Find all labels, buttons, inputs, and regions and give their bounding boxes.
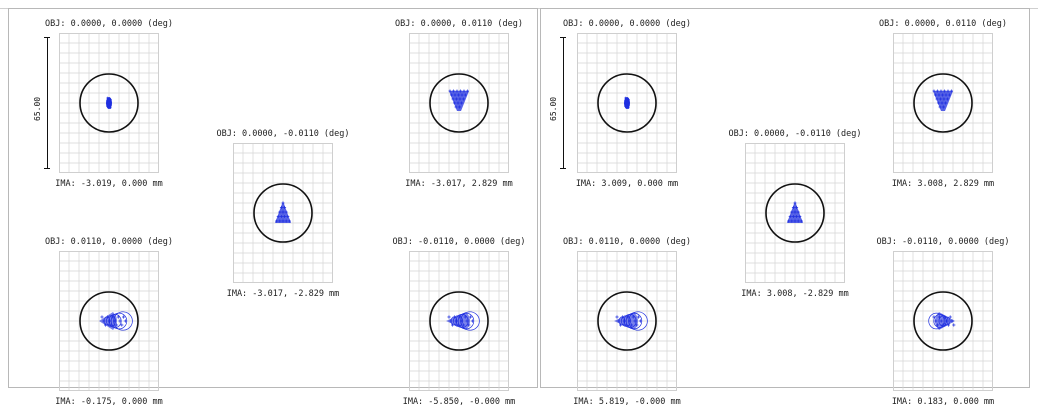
- ima-position-label: IMA: -3.017, -2.829 mm: [226, 289, 340, 299]
- obj-field-label: OBJ: 0.0000, -0.0110 (deg): [216, 129, 350, 139]
- plot-grid: [233, 143, 333, 283]
- obj-field-label: OBJ: 0.0000, 0.0000 (deg): [45, 19, 173, 29]
- spot-cell: OBJ: -0.0110, 0.0000 (deg) IMA: -5.850, …: [369, 237, 549, 407]
- airy-disk-circle: [597, 291, 657, 351]
- plot-grid: [59, 251, 159, 391]
- obj-field-label: OBJ: -0.0110, 0.0000 (deg): [876, 237, 1010, 247]
- obj-field-label: OBJ: 0.0000, 0.0110 (deg): [395, 19, 523, 29]
- airy-disk-circle: [79, 291, 139, 351]
- airy-disk-circle: [79, 73, 139, 133]
- spot-plot: [59, 251, 159, 391]
- spot-cell: OBJ: 0.0110, 0.0000 (deg) IMA: -0.175, 0…: [19, 237, 199, 407]
- spot-cell: OBJ: 0.0000, 0.0110 (deg) IMA: 3.008, 2.…: [853, 19, 1033, 189]
- ray-spot: [99, 311, 133, 331]
- obj-field-label: OBJ: 0.0000, -0.0110 (deg): [728, 129, 862, 139]
- spot-plot: [233, 143, 333, 283]
- ray-spot: [106, 96, 112, 109]
- spot-cell: OBJ: 0.0000, -0.0110 (deg) IMA: -3.017, …: [193, 129, 373, 299]
- airy-disk-circle: [913, 291, 973, 351]
- ima-position-label: IMA: -5.850, -0.000 mm: [402, 397, 516, 407]
- ima-position-label: IMA: 0.183, 0.000 mm: [891, 397, 995, 407]
- ray-spot: [446, 311, 480, 331]
- ray-spot: [448, 89, 469, 111]
- ray-spot: [624, 96, 630, 109]
- airy-disk-circle: [913, 73, 973, 133]
- spot-plot: [59, 33, 159, 173]
- airy-disk-circle: [429, 291, 489, 351]
- ray-spot: [614, 311, 648, 331]
- spot-diagram-panel-left: 65.00 OBJ: 0.0000, 0.0000 (deg) IMA: -3.…: [8, 8, 538, 407]
- ima-position-label: IMA: -3.019, 0.000 mm: [55, 179, 163, 189]
- obj-field-label: OBJ: 0.0000, 0.0000 (deg): [563, 19, 691, 29]
- ray-spot: [932, 89, 953, 111]
- spot-diagram-panel-right: 65.00 OBJ: 0.0000, 0.0000 (deg) IMA: 3.0…: [537, 8, 1033, 407]
- ima-position-label: IMA: -3.017, 2.829 mm: [405, 179, 513, 189]
- airy-disk-circle: [765, 183, 825, 243]
- airy-disk-circle: [429, 73, 489, 133]
- plot-grid: [409, 251, 509, 391]
- plot-grid: [893, 33, 993, 173]
- obj-field-label: OBJ: 0.0110, 0.0000 (deg): [563, 237, 691, 247]
- spot-plot: [745, 143, 845, 283]
- spot-cell: OBJ: 0.0000, 0.0110 (deg) IMA: -3.017, 2…: [369, 19, 549, 189]
- ray-spot: [787, 201, 803, 223]
- spot-cell: OBJ: -0.0110, 0.0000 (deg) IMA: 0.183, 0…: [853, 237, 1033, 407]
- obj-field-label: OBJ: -0.0110, 0.0000 (deg): [392, 237, 526, 247]
- spot-plot: [893, 251, 993, 391]
- spot-plot: [409, 251, 509, 391]
- obj-field-label: OBJ: 0.0110, 0.0000 (deg): [45, 237, 173, 247]
- spot-cell: OBJ: 0.0110, 0.0000 (deg) IMA: 5.819, -0…: [537, 237, 717, 407]
- ray-spot: [928, 312, 956, 330]
- spot-cell: OBJ: 0.0000, 0.0000 (deg) IMA: -3.019, 0…: [19, 19, 199, 189]
- spot-cell: OBJ: 0.0000, -0.0110 (deg) IMA: 3.008, -…: [705, 129, 885, 299]
- ima-position-label: IMA: 3.008, -2.829 mm: [741, 289, 849, 299]
- plot-grid: [577, 251, 677, 391]
- plot-grid: [577, 33, 677, 173]
- plot-grid: [893, 251, 993, 391]
- spot-plot: [893, 33, 993, 173]
- ray-spot: [275, 201, 291, 223]
- airy-disk-circle: [253, 183, 313, 243]
- obj-field-label: OBJ: 0.0000, 0.0110 (deg): [879, 19, 1007, 29]
- spot-plot: [577, 251, 677, 391]
- airy-disk-circle: [597, 73, 657, 133]
- ima-position-label: IMA: -0.175, 0.000 mm: [55, 397, 163, 407]
- ima-position-label: IMA: 5.819, -0.000 mm: [573, 397, 681, 407]
- ima-position-label: IMA: 3.008, 2.829 mm: [891, 179, 995, 189]
- spot-cell: OBJ: 0.0000, 0.0000 (deg) IMA: 3.009, 0.…: [537, 19, 717, 189]
- ima-position-label: IMA: 3.009, 0.000 mm: [575, 179, 679, 189]
- plot-grid: [59, 33, 159, 173]
- spot-plot: [577, 33, 677, 173]
- spot-plot: [409, 33, 509, 173]
